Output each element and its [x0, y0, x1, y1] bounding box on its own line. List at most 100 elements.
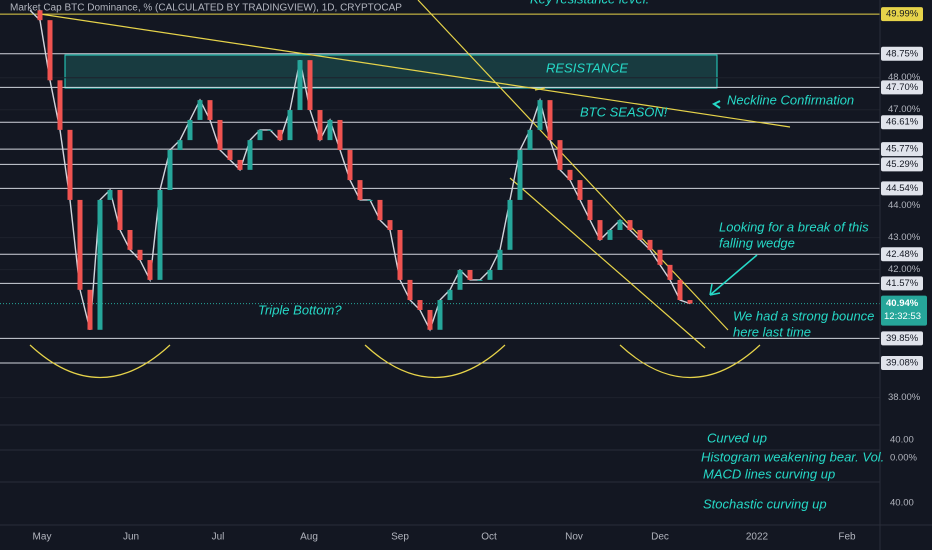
candle: [187, 119, 193, 141]
candle: [557, 140, 563, 170]
candle: [507, 199, 513, 250]
candle: [467, 269, 473, 280]
chart-title: Market Cap BTC Dominance, % (CALCULATED …: [10, 3, 402, 14]
x-tick-label: Jul: [212, 532, 225, 543]
candle: [107, 190, 113, 200]
level-label: 41.57%: [886, 278, 919, 289]
grid: [0, 13, 880, 399]
x-tick-label: Jun: [123, 532, 139, 543]
candle: [197, 100, 203, 120]
annotation: Stochastic curving up: [703, 496, 827, 511]
candle: [347, 150, 353, 181]
bottom-arc-2: [364, 344, 506, 379]
annotation: BTC SEASON!: [580, 104, 668, 119]
level-tag: [881, 331, 923, 346]
neckline: [39, 13, 791, 128]
candle: [337, 119, 343, 151]
neckline-arrow: [712, 100, 721, 109]
candle: [417, 300, 423, 310]
candle: [577, 180, 583, 200]
annotation: Histogram weakening bear. Vol.: [701, 449, 884, 464]
candle: [177, 140, 183, 151]
candle: [617, 220, 623, 230]
candle: [587, 199, 593, 221]
candle: [97, 199, 103, 330]
level-label: 48.75%: [886, 48, 919, 59]
annotation: Looking for a break of this: [719, 219, 869, 234]
candle: [527, 129, 533, 151]
candle: [307, 60, 313, 111]
candle: [77, 199, 83, 290]
candle: [327, 119, 333, 141]
candle: [57, 80, 63, 130]
y-tick-label: 48.00%: [888, 72, 921, 83]
y-tick-label: 42.00%: [888, 264, 921, 275]
candle: [657, 249, 663, 265]
annotation: Curved up: [707, 430, 767, 445]
annotation: Key resistance level.: [530, 0, 649, 6]
current-label: 40.94%: [886, 298, 919, 309]
candle: [167, 150, 173, 191]
candle: [637, 229, 643, 240]
candle: [237, 159, 243, 170]
annotation: RESISTANCE: [546, 60, 628, 75]
candle: [87, 289, 93, 330]
level-label: 44.54%: [886, 183, 919, 194]
candle: [117, 190, 123, 230]
x-tick-label: Sep: [391, 532, 409, 543]
candle: [127, 229, 133, 250]
annotation: MACD lines curving up: [703, 466, 835, 481]
pane-label: 40.00: [890, 435, 914, 446]
x-tick-label: Oct: [481, 532, 497, 543]
candle: [687, 300, 693, 304]
level-tag: [881, 247, 923, 262]
candle: [397, 229, 403, 280]
candle: [677, 279, 683, 301]
candle: [647, 239, 653, 250]
candle: [157, 190, 163, 280]
candle: [37, 10, 43, 21]
level-label: 45.29%: [886, 159, 919, 170]
candle: [477, 279, 483, 281]
candle: [627, 220, 633, 230]
level-tag: [881, 115, 923, 130]
candle: [377, 199, 383, 221]
wedge-top: [417, 0, 729, 331]
candle: [277, 129, 283, 141]
x-tick-label: Aug: [300, 532, 318, 543]
resistance-zone: [64, 54, 718, 89]
candle: [597, 220, 603, 240]
wedge-bottom: [509, 177, 706, 349]
countdown: 12:32:53: [884, 311, 921, 322]
peak-mark: [534, 87, 546, 91]
candle: [607, 229, 613, 240]
x-tick-label: 2022: [746, 532, 769, 543]
candle: [407, 279, 413, 301]
candle: [227, 150, 233, 160]
level-label: 39.08%: [886, 358, 919, 369]
current-tag: [881, 295, 927, 326]
level-tag: [881, 276, 923, 291]
bottom-arc-1: [29, 344, 171, 379]
level-label: 45.77%: [886, 144, 919, 155]
level-label: 47.70%: [886, 82, 919, 93]
candle: [447, 289, 453, 301]
annotation: Triple Bottom?: [258, 302, 342, 317]
candle: [437, 300, 443, 330]
candle: [497, 249, 503, 270]
wedge-arrow: [709, 254, 758, 296]
candle: [457, 269, 463, 290]
level-label: 39.85%: [886, 333, 919, 344]
level-label: 46.61%: [886, 117, 919, 128]
candle: [537, 100, 543, 130]
level-tag: [881, 142, 923, 157]
level-label: 42.48%: [886, 249, 919, 260]
candle: [547, 100, 553, 141]
y-tick-label: 47.00%: [888, 104, 921, 115]
candle: [207, 100, 213, 120]
candle: [357, 180, 363, 200]
candle: [247, 140, 253, 170]
level-tag: [881, 46, 923, 61]
candle: [317, 110, 323, 141]
